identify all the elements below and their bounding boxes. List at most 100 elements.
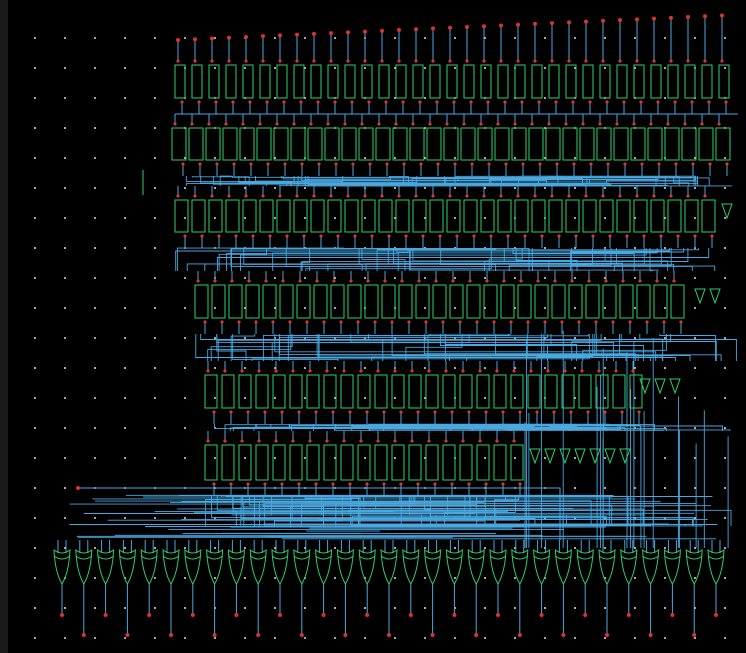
grid-dot [184, 397, 186, 399]
input-pin [533, 22, 537, 26]
grid-dot [124, 217, 126, 219]
input-pin [329, 31, 333, 35]
pin [535, 410, 538, 413]
grid-dot [64, 397, 66, 399]
grid-dot [664, 247, 666, 249]
grid-dot [94, 127, 96, 129]
pin [495, 369, 498, 372]
pin [479, 122, 482, 125]
grid-dot [34, 367, 36, 369]
grid-dot [664, 457, 666, 459]
grid-dot [454, 67, 456, 69]
pin [332, 279, 335, 282]
pin [285, 234, 288, 237]
pin [427, 439, 430, 442]
pin [486, 100, 489, 103]
pin [444, 439, 447, 442]
pin [655, 279, 658, 282]
pin [574, 234, 577, 237]
grid-dot [34, 277, 36, 279]
grid-dot [124, 97, 126, 99]
grid-dot [424, 547, 426, 549]
grid-dot [364, 607, 366, 609]
grid-dot [664, 37, 666, 39]
pin [206, 439, 209, 442]
pin [686, 194, 689, 197]
input-pin [397, 28, 401, 32]
grid-dot [184, 427, 186, 429]
grid-dot [94, 397, 96, 399]
grid-dot [604, 487, 606, 489]
pin [183, 234, 186, 237]
pin [620, 410, 623, 413]
grid-dot [514, 157, 516, 159]
pin [710, 234, 713, 237]
grid-dot [94, 547, 96, 549]
pin [400, 279, 403, 282]
pin [584, 59, 587, 62]
pin [487, 162, 490, 165]
grid-dot [124, 607, 126, 609]
pin [468, 279, 471, 282]
pin [315, 279, 318, 282]
grid-dot [724, 307, 726, 309]
grid-dot [604, 157, 606, 159]
pin [625, 234, 628, 237]
pin [258, 122, 261, 125]
grid-dot [94, 187, 96, 189]
grid-dot [694, 187, 696, 189]
pin [173, 122, 176, 125]
grid-dot [574, 367, 576, 369]
pin [411, 122, 414, 125]
grid-dot [694, 427, 696, 429]
grid-dot [304, 217, 306, 219]
grid-dot [304, 397, 306, 399]
input-pin [414, 27, 418, 31]
grid-dot [484, 637, 486, 639]
grid-dot [544, 607, 546, 609]
pin [346, 59, 349, 62]
pin [499, 59, 502, 62]
grid-dot [214, 217, 216, 219]
grid-dot [604, 307, 606, 309]
grid-dot [574, 487, 576, 489]
pin [540, 234, 543, 237]
output-pin [714, 613, 718, 617]
grid-dot [184, 337, 186, 339]
grid-dot [484, 397, 486, 399]
pin [465, 59, 468, 62]
pin [308, 439, 311, 442]
grid-dot [574, 37, 576, 39]
input-pin [584, 20, 588, 24]
pin [373, 320, 376, 323]
pin [465, 194, 468, 197]
grid-dot [124, 157, 126, 159]
grid-dot [664, 307, 666, 309]
pin [180, 100, 183, 103]
grid-dot [94, 607, 96, 609]
pin [399, 482, 402, 485]
pin [509, 320, 512, 323]
pin [312, 194, 315, 197]
grid-dot [184, 37, 186, 39]
output-pin [474, 633, 478, 637]
pin [635, 59, 638, 62]
grid-dot [244, 607, 246, 609]
grid-dot [64, 97, 66, 99]
grid-dot [64, 637, 66, 639]
grid-dot [274, 37, 276, 39]
pin [207, 122, 210, 125]
pin [414, 194, 417, 197]
pin [322, 320, 325, 323]
pin [640, 162, 643, 165]
pin [623, 162, 626, 165]
pin [448, 194, 451, 197]
pin [367, 100, 370, 103]
input-pin [278, 33, 282, 37]
pin [594, 320, 597, 323]
grid-dot [304, 37, 306, 39]
pin [637, 410, 640, 413]
pin [343, 122, 346, 125]
grid-dot [364, 397, 366, 399]
input-pin [193, 37, 197, 41]
